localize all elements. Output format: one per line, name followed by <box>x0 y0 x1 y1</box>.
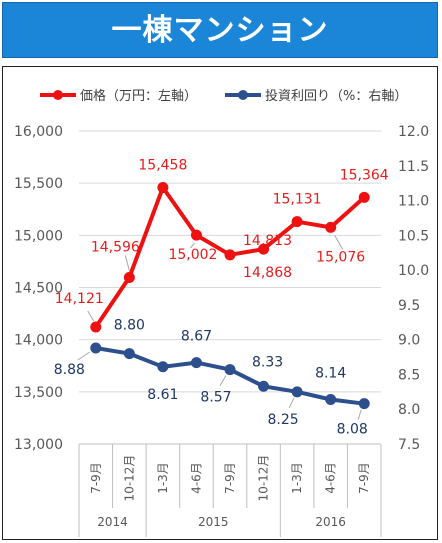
price-data-label: 15,364 <box>340 167 389 183</box>
series-marker <box>258 380 270 392</box>
right-axis-tick-label: 12.0 <box>398 124 429 140</box>
yield-data-label: 8.88 <box>54 362 85 378</box>
right-axis-tick-label: 10.5 <box>398 228 429 244</box>
year-label: 2016 <box>315 515 346 529</box>
series-marker <box>291 386 303 398</box>
legend-swatch-marker <box>238 90 248 100</box>
left-axis-tick-label: 14,500 <box>14 281 63 297</box>
series-marker <box>224 249 236 261</box>
right-axis-tick-label: 9.0 <box>398 333 420 349</box>
label-leader-line <box>87 310 95 322</box>
yield-data-label: 8.57 <box>200 390 231 406</box>
right-axis-tick-label: 10.0 <box>398 263 429 279</box>
series-marker <box>224 364 236 376</box>
price-data-label: 15,076 <box>316 249 365 265</box>
yield-data-label: 8.25 <box>268 412 299 428</box>
right-axis-tick-label: 9.5 <box>398 298 420 314</box>
series-marker <box>90 321 102 333</box>
title-bar: 一棟マンション <box>2 2 438 58</box>
yield-data-label: 8.61 <box>147 387 178 403</box>
category-label: 7-9月 <box>357 462 371 494</box>
label-leader-line <box>190 242 195 249</box>
left-axis-tick-label: 15,500 <box>14 176 63 192</box>
yield-data-label: 8.08 <box>337 422 368 438</box>
category-label: 1-3月 <box>156 462 170 494</box>
price-data-label: 14,813 <box>243 233 292 249</box>
right-axis-tick-label: 8.5 <box>398 367 420 383</box>
left-axis-tick-label: 13,500 <box>14 385 63 401</box>
category-label: 7-9月 <box>89 462 103 494</box>
label-leader-line <box>219 375 227 386</box>
year-label: 2015 <box>198 515 229 529</box>
yield-data-label: 8.67 <box>181 329 212 345</box>
legend-label: 投資利回り（%：右軸） <box>265 88 407 104</box>
series-marker <box>157 361 169 373</box>
category-label: 4-6月 <box>324 462 338 494</box>
right-axis-tick-label: 11.5 <box>398 159 429 175</box>
left-axis-tick-label: 14,000 <box>14 333 63 349</box>
label-leader-line <box>357 409 362 420</box>
label-leader-line <box>334 235 344 250</box>
legend-label: 価格（万円：左軸） <box>80 88 197 104</box>
series-marker <box>90 342 102 354</box>
left-axis-tick-label: 13,000 <box>14 437 63 453</box>
series-marker <box>190 357 202 369</box>
price-data-label: 15,458 <box>138 158 187 174</box>
price-data-label: 15,131 <box>273 192 322 208</box>
series-marker <box>291 216 303 228</box>
label-leader-line <box>288 397 295 409</box>
series-marker <box>358 191 370 203</box>
series-marker <box>190 229 202 241</box>
yield-data-label: 8.80 <box>114 318 145 334</box>
price-data-label: 14,868 <box>243 265 292 281</box>
category-label: 1-3月 <box>290 462 304 494</box>
right-axis-tick-label: 7.5 <box>398 437 420 453</box>
series-marker <box>325 221 337 233</box>
series-marker <box>123 348 135 360</box>
series-marker <box>123 271 135 283</box>
series-marker <box>358 398 370 410</box>
series-marker <box>258 243 270 255</box>
price-data-label: 15,002 <box>168 247 217 263</box>
legend-swatch-marker <box>53 90 63 100</box>
series-marker <box>325 393 337 405</box>
chart-frame <box>2 66 438 540</box>
category-label: 7-9月 <box>223 462 237 494</box>
price-data-label: 14,121 <box>55 291 104 307</box>
yield-data-label: 8.14 <box>315 365 346 381</box>
left-axis-tick-label: 15,000 <box>14 228 63 244</box>
right-axis-tick-label: 8.0 <box>398 402 420 418</box>
category-label: 10-12月 <box>257 455 271 502</box>
category-label: 4-6月 <box>189 462 203 494</box>
label-leader-line <box>124 255 130 271</box>
price-data-label: 14,596 <box>91 239 140 255</box>
category-label: 10-12月 <box>122 455 136 502</box>
page-title: 一棟マンション <box>111 13 329 48</box>
right-axis-tick-label: 11.0 <box>398 194 429 210</box>
label-leader-line <box>77 351 91 361</box>
left-axis-tick-label: 16,000 <box>14 124 63 140</box>
yield-data-label: 8.33 <box>252 354 283 370</box>
series-marker <box>157 182 169 194</box>
year-label: 2014 <box>97 515 128 529</box>
